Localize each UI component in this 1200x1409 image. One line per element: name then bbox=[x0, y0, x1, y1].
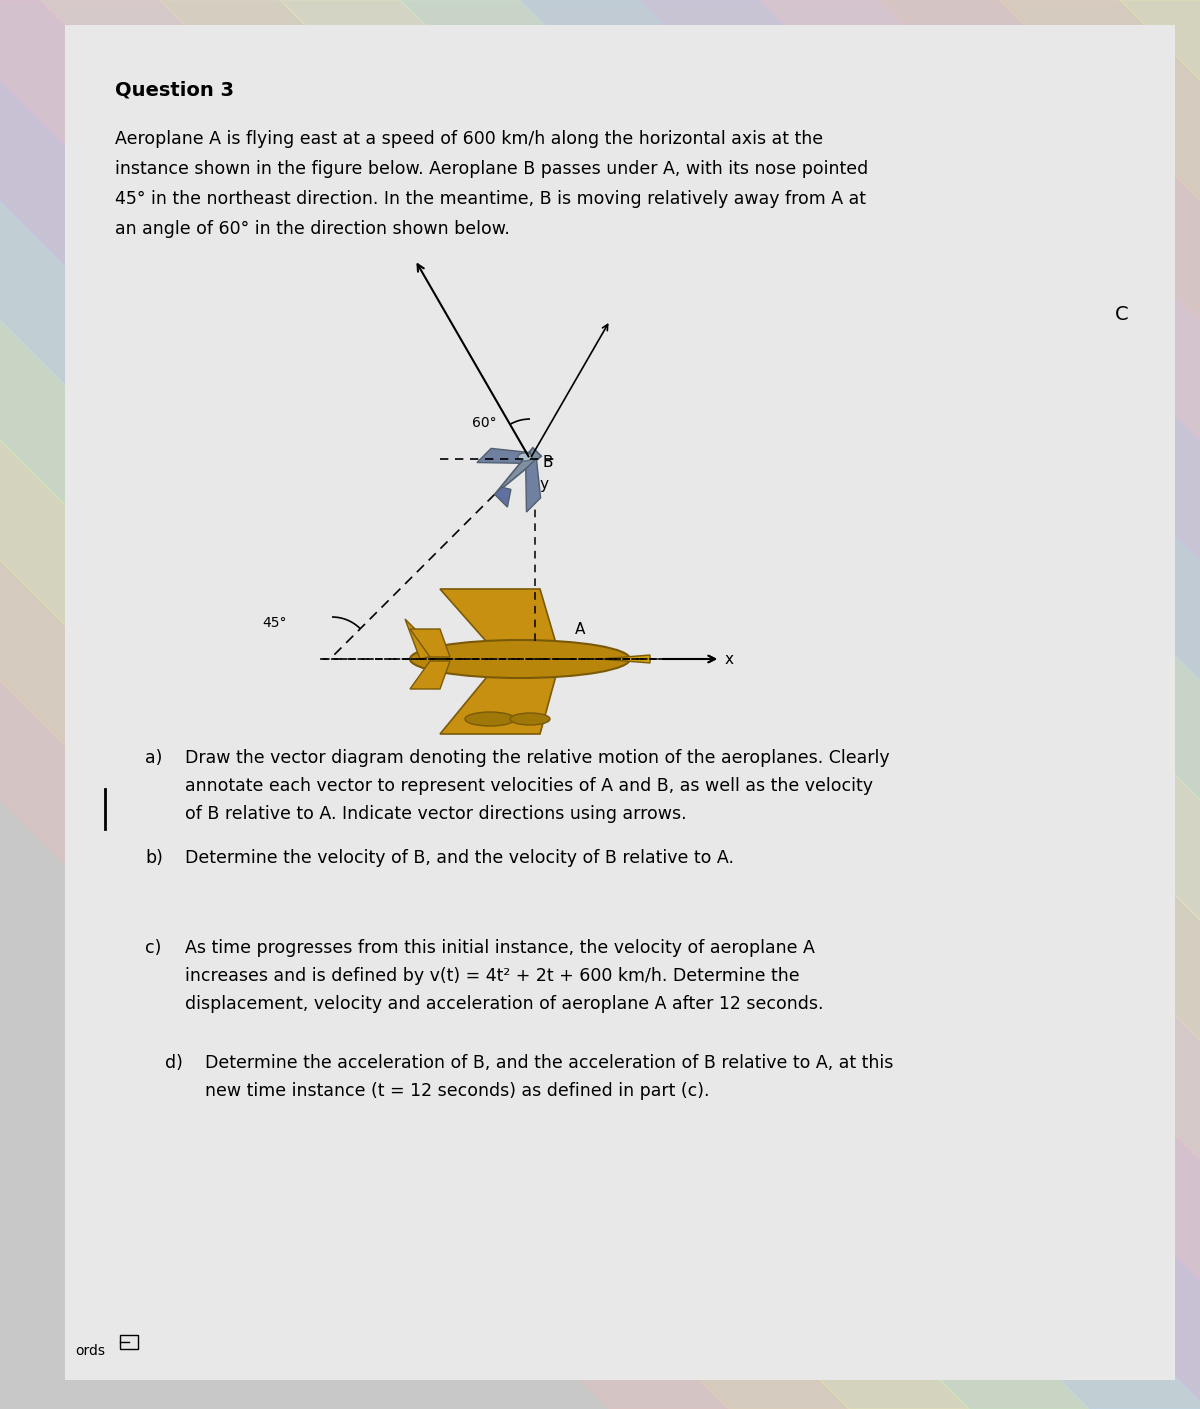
Text: c): c) bbox=[145, 938, 161, 957]
Polygon shape bbox=[476, 448, 530, 464]
Polygon shape bbox=[0, 0, 970, 1409]
Text: instance shown in the figure below. Aeroplane B passes under A, with its nose po: instance shown in the figure below. Aero… bbox=[115, 161, 869, 178]
Polygon shape bbox=[0, 0, 850, 1409]
Polygon shape bbox=[440, 589, 560, 657]
Polygon shape bbox=[760, 0, 1200, 1409]
Ellipse shape bbox=[466, 712, 515, 726]
Polygon shape bbox=[1000, 0, 1200, 1409]
Ellipse shape bbox=[410, 640, 630, 678]
Text: y: y bbox=[540, 478, 550, 492]
Polygon shape bbox=[410, 661, 450, 689]
Text: Aeroplane A is flying east at a speed of 600 km/h along the horizontal axis at t: Aeroplane A is flying east at a speed of… bbox=[115, 130, 823, 148]
Polygon shape bbox=[410, 628, 450, 657]
Text: b): b) bbox=[145, 850, 163, 867]
Polygon shape bbox=[640, 0, 1200, 1409]
Polygon shape bbox=[600, 655, 650, 664]
Text: 60°: 60° bbox=[472, 416, 497, 430]
Text: Question 3: Question 3 bbox=[115, 80, 234, 99]
Text: of B relative to A. Indicate vector directions using arrows.: of B relative to A. Indicate vector dire… bbox=[185, 805, 686, 823]
Polygon shape bbox=[400, 0, 1200, 1409]
Polygon shape bbox=[0, 0, 730, 1409]
Text: A: A bbox=[575, 621, 586, 637]
Text: x: x bbox=[725, 651, 734, 666]
Ellipse shape bbox=[518, 454, 532, 461]
Text: a): a) bbox=[145, 750, 162, 766]
Text: an angle of 60° in the direction shown below.: an angle of 60° in the direction shown b… bbox=[115, 220, 510, 238]
Polygon shape bbox=[440, 661, 560, 734]
Polygon shape bbox=[406, 619, 440, 659]
Polygon shape bbox=[520, 0, 1200, 1409]
Text: Determine the velocity of B, and the velocity of B relative to A.: Determine the velocity of B, and the vel… bbox=[185, 850, 734, 867]
Polygon shape bbox=[0, 0, 1090, 1409]
Polygon shape bbox=[526, 458, 541, 511]
Text: Determine the acceleration of B, and the acceleration of B relative to A, at thi: Determine the acceleration of B, and the… bbox=[205, 1054, 893, 1072]
Polygon shape bbox=[494, 448, 541, 495]
Text: 45°: 45° bbox=[262, 616, 287, 630]
Text: new time instance (t = 12 seconds) as defined in part (c).: new time instance (t = 12 seconds) as de… bbox=[205, 1082, 709, 1100]
Text: B: B bbox=[542, 455, 552, 471]
Text: displacement, velocity and acceleration of aeroplane A after 12 seconds.: displacement, velocity and acceleration … bbox=[185, 995, 823, 1013]
Polygon shape bbox=[40, 0, 1200, 1409]
Text: d): d) bbox=[166, 1054, 182, 1072]
Polygon shape bbox=[160, 0, 1200, 1409]
Polygon shape bbox=[494, 488, 511, 507]
Bar bbox=[120, 1334, 138, 1348]
Ellipse shape bbox=[510, 713, 550, 726]
Text: Draw the vector diagram denoting the relative motion of the aeroplanes. Clearly: Draw the vector diagram denoting the rel… bbox=[185, 750, 889, 766]
Text: ords: ords bbox=[74, 1344, 106, 1358]
Text: annotate each vector to represent velocities of A and B, as well as the velocity: annotate each vector to represent veloci… bbox=[185, 776, 874, 795]
Text: increases and is defined by v(t) = 4t² + 2t + 600 km/h. Determine the: increases and is defined by v(t) = 4t² +… bbox=[185, 967, 799, 985]
Text: As time progresses from this initial instance, the velocity of aeroplane A: As time progresses from this initial ins… bbox=[185, 938, 815, 957]
Polygon shape bbox=[1120, 0, 1200, 1409]
Text: 45° in the northeast direction. In the meantime, B is moving relatively away fro: 45° in the northeast direction. In the m… bbox=[115, 190, 866, 209]
Text: C: C bbox=[1115, 304, 1129, 324]
Polygon shape bbox=[280, 0, 1200, 1409]
Polygon shape bbox=[880, 0, 1200, 1409]
